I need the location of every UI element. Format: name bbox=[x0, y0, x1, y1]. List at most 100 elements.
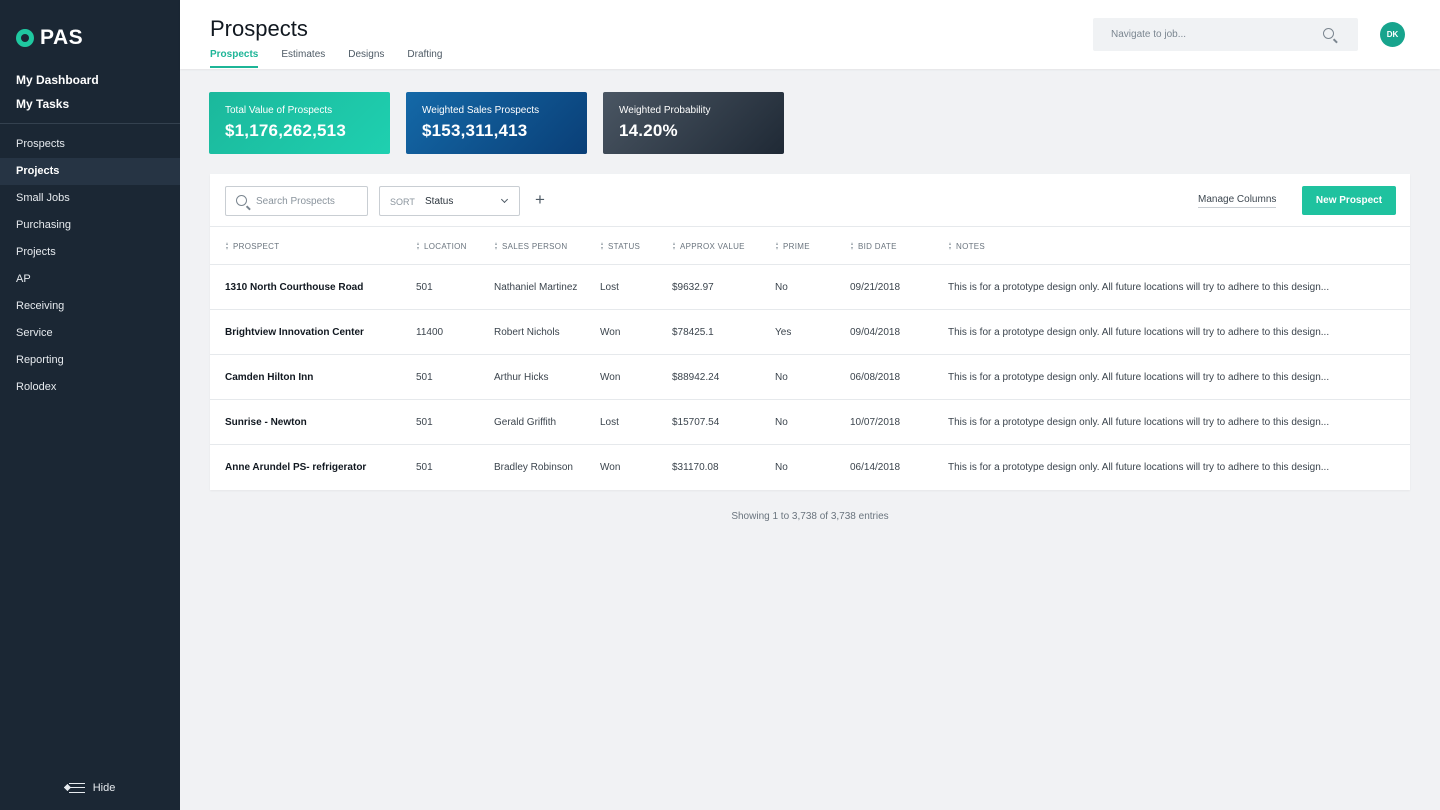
cell-prospect: Brightview Innovation Center bbox=[225, 327, 364, 338]
chevron-down-icon bbox=[500, 195, 509, 204]
sidebar-item-ap[interactable]: AP bbox=[16, 273, 31, 285]
cell-bid-date: 06/14/2018 bbox=[850, 462, 901, 473]
cell-prime: No bbox=[775, 462, 788, 473]
sidebar-item-rolodex[interactable]: Rolodex bbox=[16, 381, 57, 393]
cell-status: Lost bbox=[600, 417, 619, 428]
search-icon[interactable] bbox=[1323, 28, 1334, 39]
prospects-table-panel: SORT Status + Manage Columns New Prospec… bbox=[210, 174, 1410, 490]
table-row[interactable]: Brightview Innovation Center 11400 Rober… bbox=[210, 310, 1410, 355]
cell-prime: Yes bbox=[775, 327, 792, 338]
tab-prospects[interactable]: Prospects bbox=[210, 49, 259, 68]
column-header-bid-date[interactable]: BID DATE bbox=[850, 242, 897, 251]
tab-bar: Prospects Estimates Designs Drafting bbox=[210, 49, 465, 68]
cell-approx-value: $31170.08 bbox=[672, 462, 719, 473]
sort-dropdown[interactable]: SORT Status bbox=[379, 186, 520, 216]
user-avatar[interactable]: DK bbox=[1380, 22, 1405, 47]
sort-arrows-icon bbox=[494, 242, 499, 250]
cell-sales-person: Arthur Hicks bbox=[494, 372, 549, 383]
column-label: PROSPECT bbox=[233, 242, 280, 251]
navigate-to-job-input[interactable] bbox=[1093, 18, 1313, 51]
stat-value: 14.20% bbox=[619, 121, 678, 140]
tab-estimates[interactable]: Estimates bbox=[281, 49, 326, 60]
cell-sales-person: Robert Nichols bbox=[494, 327, 560, 338]
my-dashboard-link[interactable]: My Dashboard bbox=[16, 73, 99, 87]
column-label: STATUS bbox=[608, 242, 641, 251]
logo-dot-icon bbox=[16, 29, 34, 47]
sidebar-nav: Prospects Projects Small Jobs Purchasing… bbox=[0, 131, 180, 401]
cell-location: 501 bbox=[416, 417, 433, 428]
sidebar-item-small-jobs[interactable]: Small Jobs bbox=[16, 192, 70, 204]
hide-sidebar-button[interactable]: Hide bbox=[0, 782, 180, 794]
my-tasks-link[interactable]: My Tasks bbox=[16, 97, 70, 111]
sort-arrows-icon bbox=[850, 242, 855, 250]
navigate-to-job-search bbox=[1093, 18, 1358, 51]
sort-label: SORT bbox=[390, 197, 415, 207]
cell-prime: No bbox=[775, 417, 788, 428]
tab-designs[interactable]: Designs bbox=[348, 49, 385, 60]
column-header-status[interactable]: STATUS bbox=[600, 242, 640, 251]
sidebar-divider bbox=[0, 123, 180, 124]
cell-prospect: Anne Arundel PS- refrigerator bbox=[225, 462, 367, 473]
table-body: 1310 North Courthouse Road 501 Nathaniel… bbox=[210, 265, 1410, 490]
sidebar-item-prospects[interactable]: Prospects bbox=[16, 138, 65, 150]
sidebar: PAS My Dashboard My Tasks Prospects Proj… bbox=[0, 0, 180, 810]
new-prospect-button[interactable]: New Prospect bbox=[1302, 186, 1396, 215]
column-header-location[interactable]: LOCATION bbox=[416, 242, 467, 251]
logo-text: PAS bbox=[40, 26, 84, 49]
table-row[interactable]: Camden Hilton Inn 501 Arthur Hicks Won $… bbox=[210, 355, 1410, 400]
cell-bid-date: 10/07/2018 bbox=[850, 417, 901, 428]
sidebar-item-purchasing[interactable]: Purchasing bbox=[16, 219, 72, 231]
tab-drafting[interactable]: Drafting bbox=[407, 49, 443, 60]
sort-arrows-icon bbox=[225, 242, 230, 250]
cell-status: Won bbox=[600, 462, 621, 473]
column-header-prospect[interactable]: PROSPECT bbox=[225, 242, 279, 251]
cell-status: Won bbox=[600, 372, 621, 383]
collapse-menu-icon bbox=[63, 782, 85, 794]
sidebar-item-receiving[interactable]: Receiving bbox=[16, 300, 65, 312]
cell-approx-value: $78425.1 bbox=[672, 327, 714, 338]
sidebar-item-reporting[interactable]: Reporting bbox=[16, 354, 64, 366]
cell-approx-value: $88942.24 bbox=[672, 372, 720, 383]
column-header-sales-person[interactable]: SALES PERSON bbox=[494, 242, 567, 251]
table-row[interactable]: Sunrise - Newton 501 Gerald Griffith Los… bbox=[210, 400, 1410, 445]
sidebar-item-projects[interactable]: Projects bbox=[0, 158, 180, 185]
column-header-prime[interactable]: PRIME bbox=[775, 242, 810, 251]
cell-location: 501 bbox=[416, 462, 433, 473]
cell-approx-value: $15707.54 bbox=[672, 417, 720, 428]
cell-prospect: Camden Hilton Inn bbox=[225, 372, 314, 383]
table-row[interactable]: 1310 North Courthouse Road 501 Nathaniel… bbox=[210, 265, 1410, 310]
column-header-approx-value[interactable]: APPROX VALUE bbox=[672, 242, 745, 251]
stat-value: $1,176,262,513 bbox=[225, 121, 346, 140]
cell-location: 501 bbox=[416, 282, 433, 293]
column-label: SALES PERSON bbox=[502, 242, 568, 251]
search-icon bbox=[236, 195, 247, 206]
stat-card-weighted-probability: Weighted Probability 14.20% bbox=[603, 92, 784, 154]
add-filter-button[interactable]: + bbox=[535, 190, 545, 209]
stat-label: Weighted Sales Prospects bbox=[422, 105, 540, 116]
table-header: PROSPECT LOCATION SALES PERSON STATUS AP… bbox=[210, 227, 1410, 265]
page-title: Prospects bbox=[210, 16, 308, 41]
cell-notes: This is for a prototype design only. All… bbox=[948, 327, 1330, 338]
sort-arrows-icon bbox=[416, 242, 421, 250]
sidebar-item-projects-2[interactable]: Projects bbox=[16, 246, 56, 258]
hide-label: Hide bbox=[92, 782, 116, 794]
cell-status: Won bbox=[600, 327, 621, 338]
sort-value: Status bbox=[425, 196, 454, 207]
stat-label: Total Value of Prospects bbox=[225, 105, 333, 116]
stat-value: $153,311,413 bbox=[422, 121, 528, 140]
sort-arrows-icon bbox=[948, 242, 953, 250]
entries-count: Showing 1 to 3,738 of 3,738 entries bbox=[731, 511, 889, 522]
table-row[interactable]: Anne Arundel PS- refrigerator 501 Bradle… bbox=[210, 445, 1410, 490]
page-header: Prospects Prospects Estimates Designs Dr… bbox=[180, 0, 1440, 69]
cell-bid-date: 09/04/2018 bbox=[850, 327, 901, 338]
manage-columns-link[interactable]: Manage Columns bbox=[1198, 194, 1277, 208]
sidebar-item-service[interactable]: Service bbox=[16, 327, 53, 339]
logo[interactable]: PAS bbox=[16, 26, 83, 50]
cell-notes: This is for a prototype design only. All… bbox=[948, 462, 1330, 473]
cell-status: Lost bbox=[600, 282, 619, 293]
column-header-notes[interactable]: NOTES bbox=[948, 242, 985, 251]
prospect-search-box bbox=[225, 186, 368, 216]
sort-arrows-icon bbox=[775, 242, 780, 250]
search-prospects-input[interactable] bbox=[256, 187, 366, 215]
cell-location: 11400 bbox=[416, 327, 444, 338]
